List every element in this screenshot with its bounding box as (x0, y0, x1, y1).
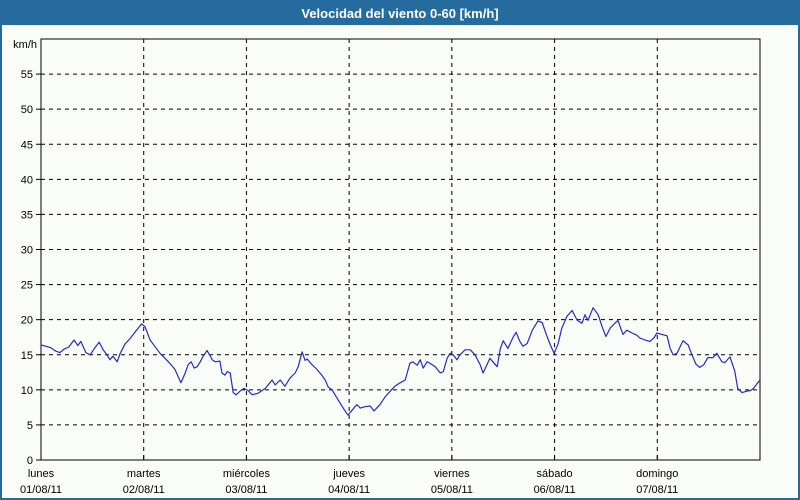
x-date-label: 07/08/11 (636, 484, 678, 496)
y-tick-label: 55 (21, 69, 33, 81)
wind-speed-series (40, 307, 761, 416)
x-day-label: domingo (636, 468, 678, 480)
chart-title: Velocidad del viento 0-60 [km/h] (301, 6, 499, 21)
chart-title-bar: Velocidad del viento 0-60 [km/h] (2, 2, 798, 25)
plot-frame (40, 38, 761, 461)
y-axis-labels: 0 5 10 15 20 25 30 35 40 45 50 55 km/h (13, 39, 37, 467)
y-tick-label: 0 (27, 455, 33, 467)
x-day-label: martes (127, 468, 161, 480)
y-tick-label: 35 (21, 209, 33, 221)
x-day-label: miércoles (223, 468, 271, 480)
y-tick-label: 25 (21, 280, 33, 292)
gridlines (41, 39, 760, 460)
x-day-label: jueves (332, 468, 365, 480)
y-tick-label: 50 (21, 104, 33, 116)
x-date-label: 02/08/11 (123, 484, 165, 496)
y-tick-label: 10 (21, 385, 33, 397)
y-axis-unit-label: km/h (13, 39, 37, 51)
y-tick-label: 40 (21, 174, 33, 186)
x-day-label: lunes (28, 468, 55, 480)
x-date-label: 05/08/11 (431, 484, 473, 496)
axis-ticks (36, 73, 658, 461)
x-date-label: 03/08/11 (225, 484, 267, 496)
y-tick-label: 30 (21, 245, 33, 257)
x-date-label: 06/08/11 (534, 484, 576, 496)
x-axis-labels: lunes 01/08/11 martes 02/08/11 miércoles 03/0… (20, 468, 678, 496)
y-tick-label: 20 (21, 315, 33, 327)
x-date-label: 04/08/11 (328, 484, 370, 496)
data-line (40, 307, 761, 416)
y-tick-label: 45 (21, 139, 33, 151)
x-day-label: sábado (537, 468, 573, 480)
x-date-label: 01/08/11 (20, 484, 62, 496)
x-day-label: viernes (434, 468, 470, 480)
y-tick-label: 15 (21, 350, 33, 362)
y-tick-label: 5 (27, 420, 33, 432)
